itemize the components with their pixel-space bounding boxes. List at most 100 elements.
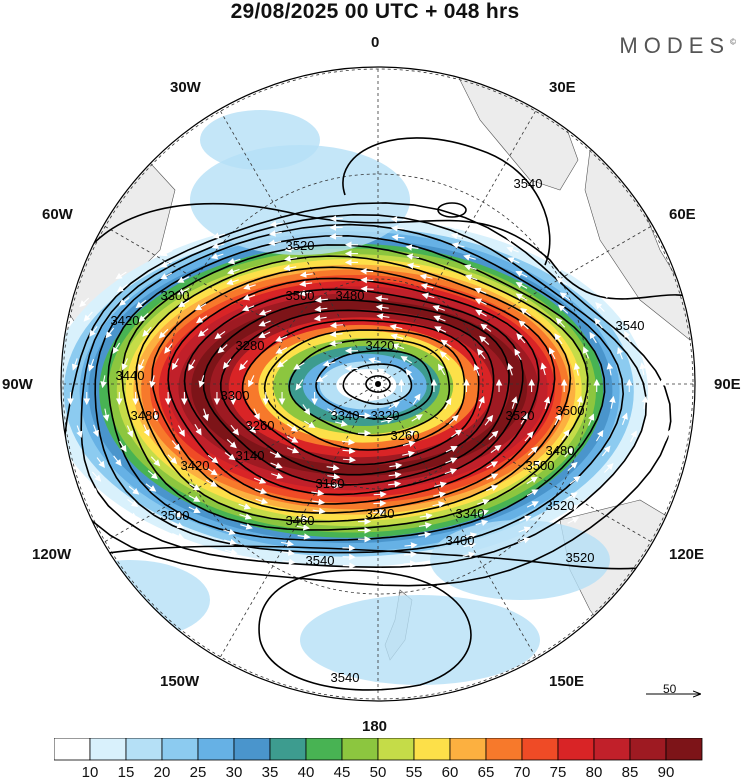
contour-label: 3260 — [246, 418, 275, 433]
wind-vector — [314, 305, 328, 313]
wind-vector — [126, 425, 134, 438]
wind-vector — [515, 271, 528, 278]
wind-vector — [214, 330, 226, 340]
contour-label: 3340 — [456, 506, 485, 521]
wind-vector — [160, 249, 173, 257]
wind-vector — [641, 395, 649, 409]
wind-vector — [238, 503, 251, 510]
colorbar-swatch — [377, 738, 415, 761]
wind-vector — [197, 328, 209, 337]
wind-vector — [403, 551, 418, 558]
wind-vector — [286, 436, 299, 443]
wind-vector — [555, 265, 568, 273]
contour-label: 3540 — [514, 176, 543, 191]
wind-vector — [375, 295, 389, 302]
wind-vector — [451, 429, 463, 438]
wind-vector — [478, 396, 485, 409]
wind-vector — [526, 489, 539, 497]
wind-vector — [299, 271, 313, 278]
wind-vector — [268, 239, 282, 246]
wind-vector — [448, 414, 459, 425]
wind-vector — [621, 412, 628, 425]
wind-vector — [255, 498, 269, 505]
lon-label-30e: 30E — [549, 79, 576, 96]
wind-vector — [439, 351, 450, 361]
wind-vector — [188, 359, 196, 372]
contour-line — [94, 223, 625, 554]
wind-vector — [582, 346, 590, 359]
wind-vector — [322, 360, 336, 367]
wind-vector — [421, 292, 435, 300]
wind-vector — [76, 425, 83, 438]
contour-line — [288, 338, 451, 437]
wind-vector — [518, 526, 531, 533]
wind-vector — [202, 408, 209, 422]
wind-vector — [293, 362, 305, 370]
lon-label-60e: 60E — [669, 206, 696, 223]
contour-line — [183, 288, 524, 496]
contour-line — [135, 255, 572, 523]
wind-vector — [540, 362, 547, 376]
wind-vector — [217, 344, 228, 354]
speed-patch — [300, 595, 540, 685]
wind-vector — [222, 358, 232, 370]
wind-vector — [150, 456, 161, 467]
wind-vector — [558, 304, 569, 314]
wind-vector — [100, 375, 107, 389]
wind-vector — [473, 363, 480, 376]
wind-vector — [167, 454, 178, 465]
wind-vector — [488, 430, 499, 440]
wind-vector — [556, 254, 568, 262]
wind-vector — [594, 317, 603, 329]
wind-vector — [518, 320, 529, 330]
colorbar-swatch — [413, 738, 451, 761]
wind-vector — [253, 477, 267, 484]
wind-vector — [576, 395, 583, 409]
wind-vector — [624, 330, 631, 343]
wind-vector — [281, 549, 295, 556]
contour-line — [263, 329, 466, 451]
wind-vector — [418, 531, 432, 538]
wind-vector — [490, 444, 502, 454]
wind-vector — [171, 510, 184, 518]
colorbar-tick-label: 55 — [405, 764, 423, 781]
wind-vector — [445, 446, 458, 453]
contour-label: 3480 — [131, 408, 160, 423]
wind-vector — [406, 262, 420, 270]
wind-vector — [567, 461, 578, 472]
wind-vector — [298, 289, 312, 297]
wind-vector — [412, 393, 421, 405]
wind-vector — [328, 340, 343, 347]
wind-vector — [188, 506, 201, 513]
wind-vector — [659, 331, 666, 344]
wind-vector — [514, 348, 522, 361]
wind-vector — [271, 472, 284, 479]
contour-label: 3280 — [236, 338, 265, 353]
wind-vector — [126, 511, 138, 519]
meridian — [377, 383, 537, 659]
colorbar-swatch — [233, 738, 271, 761]
contour-label: 3420 — [181, 458, 210, 473]
wind-vector — [432, 305, 445, 312]
wind-vector — [188, 495, 201, 502]
wind-vector — [171, 440, 181, 451]
wind-vector — [639, 362, 646, 376]
wind-vector — [227, 268, 240, 275]
wind-vector — [147, 470, 158, 480]
wind-vector — [224, 538, 237, 546]
wind-vector — [449, 223, 463, 230]
contour-high-small — [437, 202, 467, 218]
wind-vector — [475, 519, 489, 526]
contour-label: 3420 — [111, 313, 140, 328]
wind-vector — [566, 492, 578, 500]
contour-label: 3540 — [331, 670, 360, 685]
wind-vector — [589, 331, 597, 344]
contour-label: 3320 — [371, 408, 400, 423]
wind-vector — [507, 257, 520, 264]
wind-vector — [376, 313, 390, 320]
wind-vector — [149, 375, 156, 389]
wind-vector — [312, 498, 326, 506]
wind-vector — [295, 379, 304, 391]
wind-vector — [444, 397, 452, 410]
